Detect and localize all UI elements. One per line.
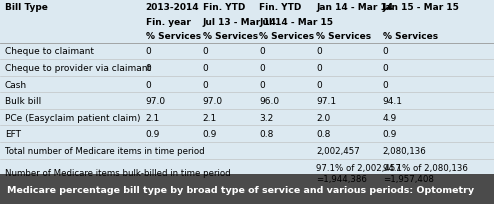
Text: 0: 0 bbox=[259, 80, 265, 89]
Text: 0: 0 bbox=[203, 64, 208, 73]
Text: % Services: % Services bbox=[146, 32, 201, 41]
Bar bbox=[0, 1, 494, 43]
Text: 0: 0 bbox=[383, 64, 389, 73]
Text: 94.1: 94.1 bbox=[383, 97, 403, 106]
Text: Cheque to claimant: Cheque to claimant bbox=[5, 47, 94, 56]
Bar bbox=[0, 174, 494, 204]
Text: 4.9: 4.9 bbox=[383, 113, 397, 122]
Text: 0: 0 bbox=[316, 47, 322, 56]
Text: 0: 0 bbox=[383, 47, 389, 56]
Text: 94.1% of 2,080,136
=1,957,408: 94.1% of 2,080,136 =1,957,408 bbox=[383, 163, 468, 183]
Text: 2.0: 2.0 bbox=[316, 113, 330, 122]
Text: 0: 0 bbox=[146, 80, 152, 89]
Text: 0: 0 bbox=[203, 80, 208, 89]
Text: PCe (Easyclaim patient claim): PCe (Easyclaim patient claim) bbox=[5, 113, 140, 122]
Text: 0.9: 0.9 bbox=[383, 130, 397, 139]
Text: 2.1: 2.1 bbox=[146, 113, 160, 122]
Text: EFT: EFT bbox=[5, 130, 21, 139]
Text: 2,002,457: 2,002,457 bbox=[316, 146, 360, 155]
Text: Bulk bill: Bulk bill bbox=[5, 97, 41, 106]
Text: 0: 0 bbox=[259, 47, 265, 56]
Text: Jul 13 - Mar 14: Jul 13 - Mar 14 bbox=[203, 18, 277, 27]
Text: 2013-2014: 2013-2014 bbox=[146, 3, 200, 12]
Text: % Services: % Services bbox=[383, 32, 438, 41]
Text: 97.0: 97.0 bbox=[146, 97, 166, 106]
Text: 0.8: 0.8 bbox=[316, 130, 330, 139]
Text: % Services: % Services bbox=[316, 32, 371, 41]
Text: 3.2: 3.2 bbox=[259, 113, 274, 122]
Text: Fin. YTD: Fin. YTD bbox=[259, 3, 302, 12]
Text: 97.1: 97.1 bbox=[316, 97, 336, 106]
Text: 0: 0 bbox=[259, 64, 265, 73]
Text: 2.1: 2.1 bbox=[203, 113, 217, 122]
Text: Fin. YTD: Fin. YTD bbox=[203, 3, 245, 12]
Text: % Services: % Services bbox=[259, 32, 315, 41]
Text: 2,080,136: 2,080,136 bbox=[383, 146, 427, 155]
Text: Jan 14 - Mar 14: Jan 14 - Mar 14 bbox=[316, 3, 393, 12]
Text: 97.0: 97.0 bbox=[203, 97, 223, 106]
Text: 96.0: 96.0 bbox=[259, 97, 280, 106]
Text: Fin. year: Fin. year bbox=[146, 18, 191, 27]
Text: 0: 0 bbox=[383, 80, 389, 89]
Text: Cheque to provider via claimant: Cheque to provider via claimant bbox=[5, 64, 151, 73]
Text: Bill Type: Bill Type bbox=[5, 3, 48, 12]
Text: Cash: Cash bbox=[5, 80, 27, 89]
Text: Number of Medicare items bulk-billed in time period: Number of Medicare items bulk-billed in … bbox=[5, 169, 231, 178]
Text: Jul 14 - Mar 15: Jul 14 - Mar 15 bbox=[259, 18, 333, 27]
Text: Medicare percentage bill type by broad type of service and various periods: Opto: Medicare percentage bill type by broad t… bbox=[7, 185, 475, 194]
Text: Total number of Medicare items in time period: Total number of Medicare items in time p… bbox=[5, 146, 205, 155]
Text: 0: 0 bbox=[146, 64, 152, 73]
Text: 0: 0 bbox=[146, 47, 152, 56]
Text: 0: 0 bbox=[203, 47, 208, 56]
Text: 97.1% of 2,002,457
=1,944,386: 97.1% of 2,002,457 =1,944,386 bbox=[316, 163, 401, 183]
Text: 0: 0 bbox=[316, 64, 322, 73]
Text: 0.8: 0.8 bbox=[259, 130, 274, 139]
Text: 0: 0 bbox=[316, 80, 322, 89]
Text: % Services: % Services bbox=[203, 32, 258, 41]
Text: Jan 15 - Mar 15: Jan 15 - Mar 15 bbox=[383, 3, 460, 12]
Text: 0.9: 0.9 bbox=[203, 130, 217, 139]
Text: 0.9: 0.9 bbox=[146, 130, 160, 139]
